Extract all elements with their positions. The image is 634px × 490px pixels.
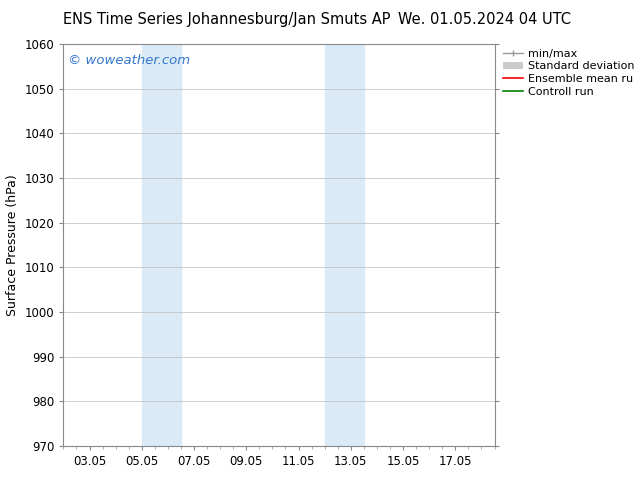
Text: ENS Time Series Johannesburg/Jan Smuts AP: ENS Time Series Johannesburg/Jan Smuts A…: [63, 12, 391, 27]
Text: We. 01.05.2024 04 UTC: We. 01.05.2024 04 UTC: [398, 12, 571, 27]
Y-axis label: Surface Pressure (hPa): Surface Pressure (hPa): [6, 174, 19, 316]
Bar: [325, 44, 364, 446]
Legend: min/max, Standard deviation, Ensemble mean run, Controll run: min/max, Standard deviation, Ensemble me…: [499, 44, 634, 101]
Text: © woweather.com: © woweather.com: [68, 54, 190, 67]
Bar: [142, 44, 181, 446]
